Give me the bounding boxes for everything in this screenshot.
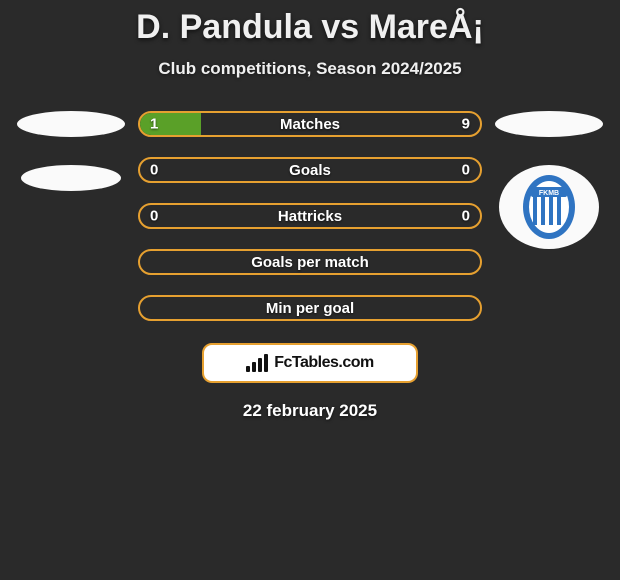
date-label: 22 february 2025 [0, 401, 620, 421]
stat-bars: 19Matches 00Goals 00Hattricks Goals per mat… [138, 111, 482, 321]
stat-label: Goals per match [140, 254, 480, 271]
stat-bar-goals-per-match: Goals per match [138, 249, 482, 275]
stats-area: 19Matches 00Goals 00Hattricks Goals per mat… [0, 111, 620, 321]
stat-label: Hattricks [140, 208, 480, 225]
player-right-team-badge: FKMB [499, 165, 599, 249]
right-player-col: FKMB [494, 111, 604, 249]
player-left-avatar-placeholder [17, 111, 125, 137]
stat-label: Goals [140, 162, 480, 179]
page-title: D. Pandula vs MareÅ¡ [0, 8, 620, 47]
stat-label: Min per goal [140, 300, 480, 317]
player-right-avatar-placeholder [495, 111, 603, 137]
svg-text:FKMB: FKMB [539, 190, 559, 197]
shield-icon: FKMB [521, 173, 577, 241]
stat-label: Matches [140, 116, 480, 133]
fctables-link[interactable]: FcTables.com [202, 343, 418, 383]
page-subtitle: Club competitions, Season 2024/2025 [0, 59, 620, 79]
stat-bar-min-per-goal: Min per goal [138, 295, 482, 321]
stat-bar-goals: 00Goals [138, 157, 482, 183]
stat-bar-matches: 19Matches [138, 111, 482, 137]
fctables-label: FcTables.com [274, 354, 374, 372]
left-player-col [16, 111, 126, 191]
stat-bar-hattricks: 00Hattricks [138, 203, 482, 229]
comparison-widget: D. Pandula vs MareÅ¡ Club competitions, … [0, 0, 620, 421]
fctables-bars-icon [246, 354, 268, 372]
player-left-team-placeholder [21, 165, 121, 191]
